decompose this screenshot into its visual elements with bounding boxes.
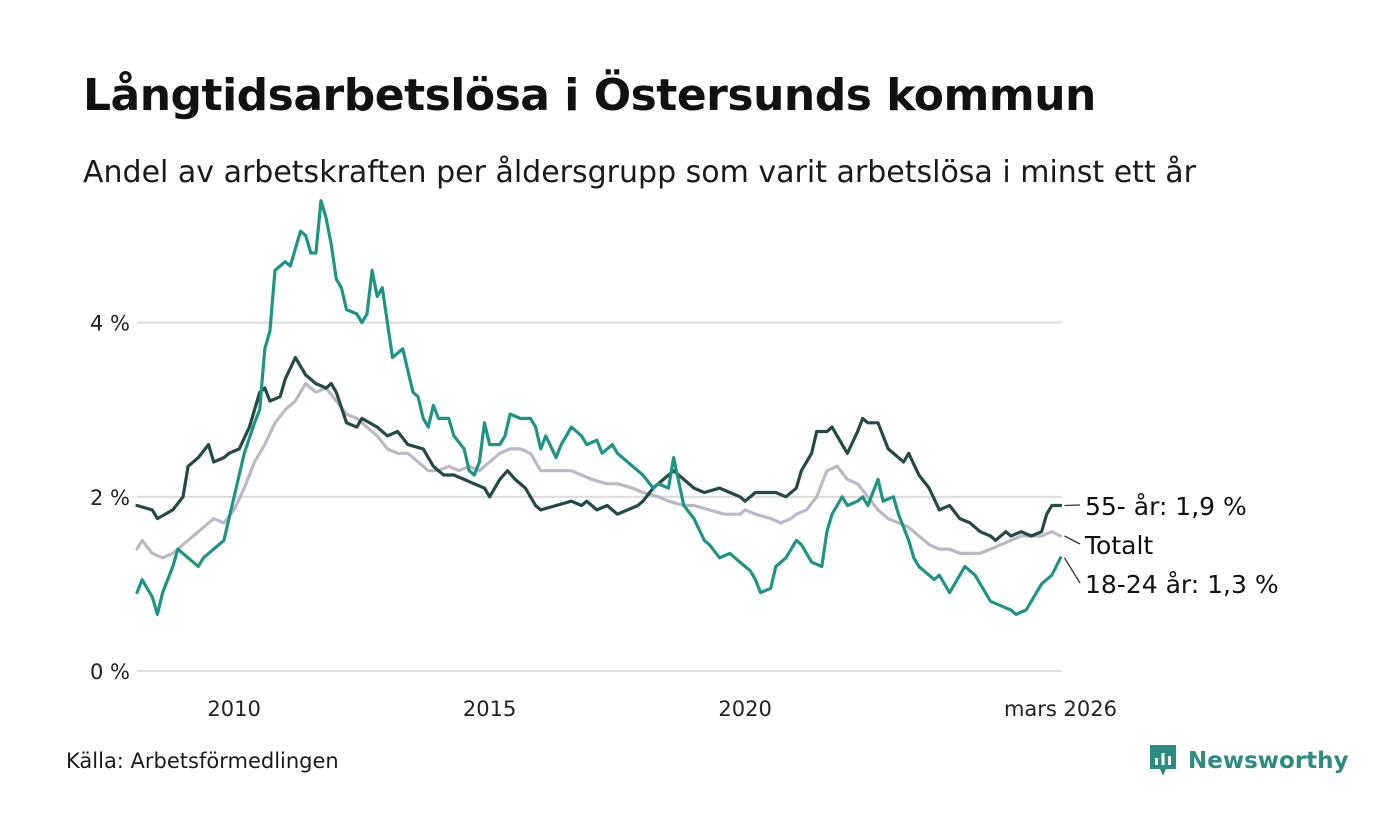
x-axis-ticks: 2010 2015 2020 mars 2026 bbox=[207, 697, 1117, 721]
series-end-label: 18-24 år: 1,3 % bbox=[1085, 570, 1279, 599]
series-line-2 bbox=[135, 199, 1063, 616]
series-line-1 bbox=[135, 382, 1063, 560]
end-labels: 55- år: 1,9 % Totalt 18-24 år: 1,3 % bbox=[1063, 492, 1279, 599]
end-label-leader bbox=[1064, 504, 1081, 507]
x-tick-label: 2015 bbox=[463, 697, 516, 721]
series-end-label: Totalt bbox=[1084, 531, 1153, 560]
series-line-0 bbox=[135, 355, 1063, 542]
end-label-leader bbox=[1063, 557, 1081, 584]
y-tick-label: 4 % bbox=[90, 312, 130, 336]
y-tick-label: 0 % bbox=[90, 660, 130, 684]
gridlines bbox=[137, 321, 1062, 672]
chart-subtitle: Andel av arbetskraften per åldersgrupp s… bbox=[83, 155, 1196, 190]
series-end-label: 55- år: 1,9 % bbox=[1085, 492, 1247, 521]
x-tick-label: 2020 bbox=[718, 697, 771, 721]
chart-title: Långtidsarbetslösa i Östersunds kommun bbox=[83, 70, 1096, 121]
end-label-leader bbox=[1064, 535, 1081, 545]
brand-name: Newsworthy bbox=[1188, 748, 1349, 774]
x-tick-label: mars 2026 bbox=[1004, 697, 1117, 721]
brand-logo: Newsworthy bbox=[1148, 743, 1349, 779]
newsworthy-logo-icon bbox=[1150, 745, 1176, 776]
source-note: Källa: Arbetsförmedlingen bbox=[66, 749, 339, 773]
series-lines bbox=[135, 199, 1063, 616]
y-axis-ticks: 0 % 2 % 4 % bbox=[90, 312, 130, 684]
x-tick-label: 2010 bbox=[207, 697, 260, 721]
y-tick-label: 2 % bbox=[90, 486, 130, 510]
